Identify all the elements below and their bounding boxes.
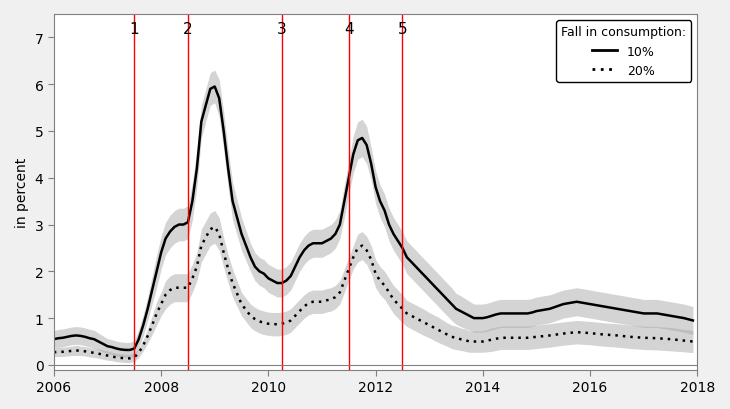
Line: 20%: 20%: [54, 227, 693, 358]
10%: [121, 348, 130, 353]
10%: [50, 337, 58, 342]
10%: [269, 279, 277, 283]
Text: 4: 4: [344, 22, 353, 37]
20%: [107, 354, 116, 359]
Legend: 10%, 20%: 10%, 20%: [556, 21, 691, 83]
10%: [210, 85, 219, 90]
Text: 5: 5: [398, 22, 407, 37]
20%: [210, 225, 219, 230]
20%: [193, 265, 201, 270]
20%: [197, 243, 206, 248]
10%: [688, 318, 697, 323]
10%: [461, 311, 469, 316]
10%: [402, 255, 411, 260]
Y-axis label: in percent: in percent: [15, 157, 29, 227]
10%: [107, 345, 116, 350]
Text: 1: 1: [129, 22, 139, 37]
20%: [402, 311, 411, 316]
10%: [193, 166, 201, 171]
Text: 3: 3: [277, 22, 287, 37]
20%: [688, 339, 697, 344]
10%: [197, 120, 206, 125]
20%: [121, 356, 130, 361]
Text: 2: 2: [183, 22, 193, 37]
20%: [50, 350, 58, 355]
20%: [269, 322, 277, 327]
20%: [461, 338, 469, 343]
Line: 10%: 10%: [54, 87, 693, 350]
